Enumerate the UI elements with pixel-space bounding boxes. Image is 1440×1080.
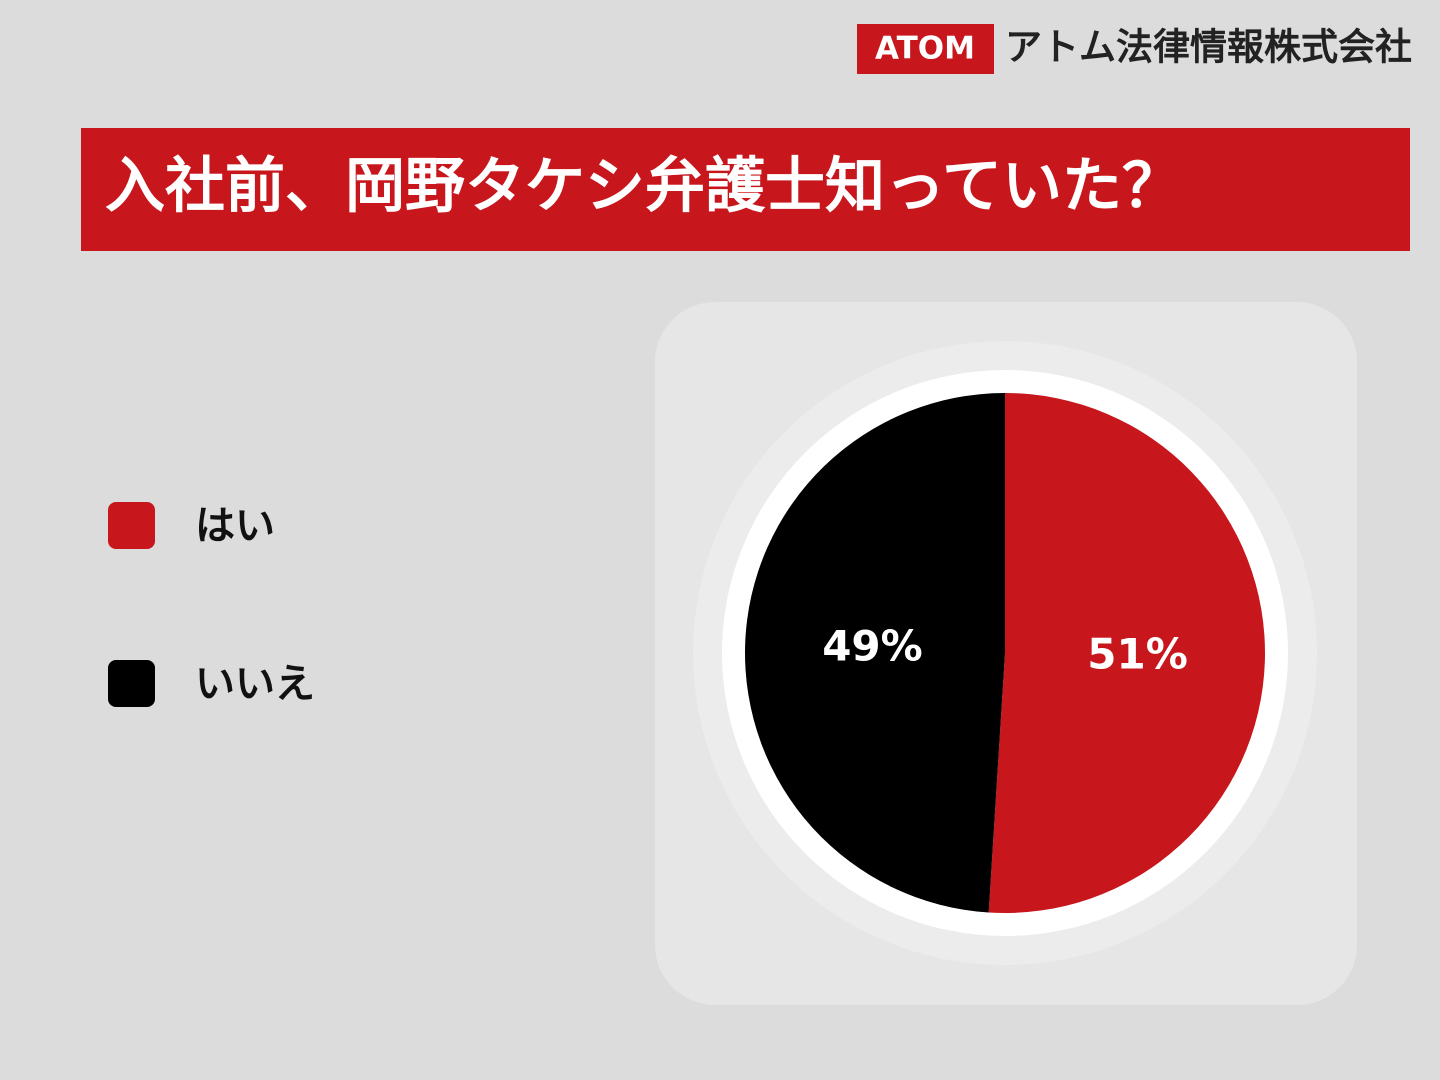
chart-title: 入社前、岡野タケシ弁護士知っていた？ — [105, 152, 1182, 222]
value-label: 51% — [1087, 630, 1188, 679]
legend-swatch — [108, 502, 155, 549]
value-label: 49% — [822, 621, 923, 670]
logo: ATOM — [875, 31, 975, 67]
title-bar — [81, 128, 1410, 251]
logo-box — [857, 24, 994, 74]
pie-slice — [988, 393, 1266, 914]
company: アトム法律情報株式会社 — [1005, 26, 1412, 69]
legend-label: いいえ — [195, 661, 315, 707]
legend-swatch — [108, 660, 155, 707]
pie-slice — [745, 393, 1005, 913]
legend-label: はい — [195, 503, 275, 549]
